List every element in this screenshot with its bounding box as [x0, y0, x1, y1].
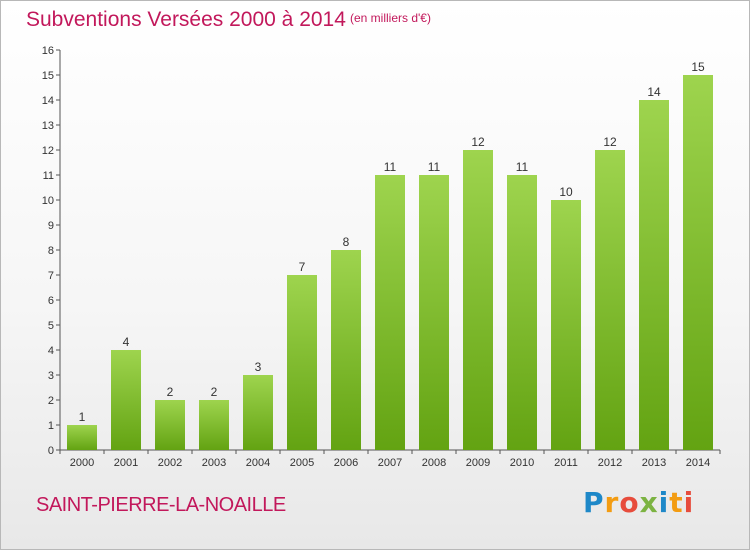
x-tick-label: 2000: [70, 457, 94, 469]
y-tick-label: 0: [48, 445, 54, 457]
data-label: 3: [255, 360, 262, 374]
bar: [67, 425, 97, 450]
bar: [419, 175, 449, 450]
proxiti-logo[interactable]: Proxiti: [583, 486, 694, 519]
logo-letter: o: [619, 486, 640, 519]
y-tick-label: 14: [42, 95, 54, 107]
x-tick-label: 2012: [598, 457, 622, 469]
x-axis: 2000 2001 2002 2003 2004 2005 2006 2007 2008 2009…: [59, 449, 721, 469]
y-tick-label: 4: [48, 345, 54, 357]
data-label: 7: [299, 260, 306, 274]
x-tick-label: 2010: [510, 457, 534, 469]
data-label: 14: [647, 85, 661, 99]
bar: [287, 275, 317, 450]
data-label: 8: [343, 235, 350, 249]
logo-letter: r: [604, 486, 620, 519]
data-label: 11: [428, 160, 441, 174]
bar: [595, 150, 625, 450]
x-tick-label: 2014: [686, 457, 710, 469]
y-tick-label: 13: [42, 120, 54, 132]
x-tick-label: 2008: [422, 457, 446, 469]
y-tick-label: 9: [48, 220, 54, 232]
commune-name: SAINT-PIERRE-LA-NOAILLE: [36, 494, 286, 516]
data-label: 12: [603, 135, 617, 149]
data-label: 11: [516, 160, 529, 174]
x-tick-label: 2003: [202, 457, 226, 469]
data-label: 4: [123, 335, 130, 349]
x-tick-label: 2013: [642, 457, 666, 469]
data-label: 2: [167, 385, 174, 399]
y-tick-label: 1: [48, 420, 54, 432]
data-label: 2: [211, 385, 218, 399]
logo-letter: P: [583, 486, 605, 519]
x-tick-label: 2006: [334, 457, 358, 469]
logo-letter: i: [683, 486, 695, 519]
y-tick-label: 6: [48, 295, 54, 307]
data-label: 15: [691, 60, 705, 74]
bar: [551, 200, 581, 450]
bar: [331, 250, 361, 450]
logo-letter: i: [658, 486, 670, 519]
x-tick-label: 2001: [114, 457, 138, 469]
bar: [683, 75, 713, 450]
bar: [111, 350, 141, 450]
y-tick-label: 11: [43, 170, 54, 182]
x-tick-label: 2002: [158, 457, 182, 469]
y-tick-label: 16: [42, 45, 54, 57]
bar: [155, 400, 185, 450]
bar: [507, 175, 537, 450]
data-label: 11: [384, 160, 397, 174]
bars: [67, 75, 713, 450]
logo-letter: t: [669, 486, 684, 519]
bar: [243, 375, 273, 450]
bar: [199, 400, 229, 450]
bar: [639, 100, 669, 450]
bar: [375, 175, 405, 450]
y-tick-label: 10: [42, 195, 54, 207]
x-tick-label: 2011: [554, 457, 578, 469]
y-tick-label: 8: [48, 245, 54, 257]
unit-label: (en milliers d'€): [350, 11, 431, 25]
y-tick-label: 5: [48, 320, 54, 332]
x-tick-label: 2007: [378, 457, 402, 469]
x-tick-label: 2004: [246, 457, 270, 469]
y-tick-label: 7: [48, 270, 54, 282]
data-label: 12: [471, 135, 485, 149]
x-tick-label: 2005: [290, 457, 314, 469]
logo-letter: x: [639, 486, 659, 519]
bar: [463, 150, 493, 450]
chart-title: Subventions Versées 2000 à 2014: [26, 8, 346, 31]
y-tick-label: 2: [48, 395, 54, 407]
data-label: 1: [79, 410, 86, 424]
y-tick-label: 12: [42, 145, 54, 157]
y-tick-label: 15: [42, 70, 54, 82]
data-label: 10: [559, 185, 573, 199]
x-tick-label: 2009: [466, 457, 490, 469]
y-tick-label: 3: [48, 370, 54, 382]
